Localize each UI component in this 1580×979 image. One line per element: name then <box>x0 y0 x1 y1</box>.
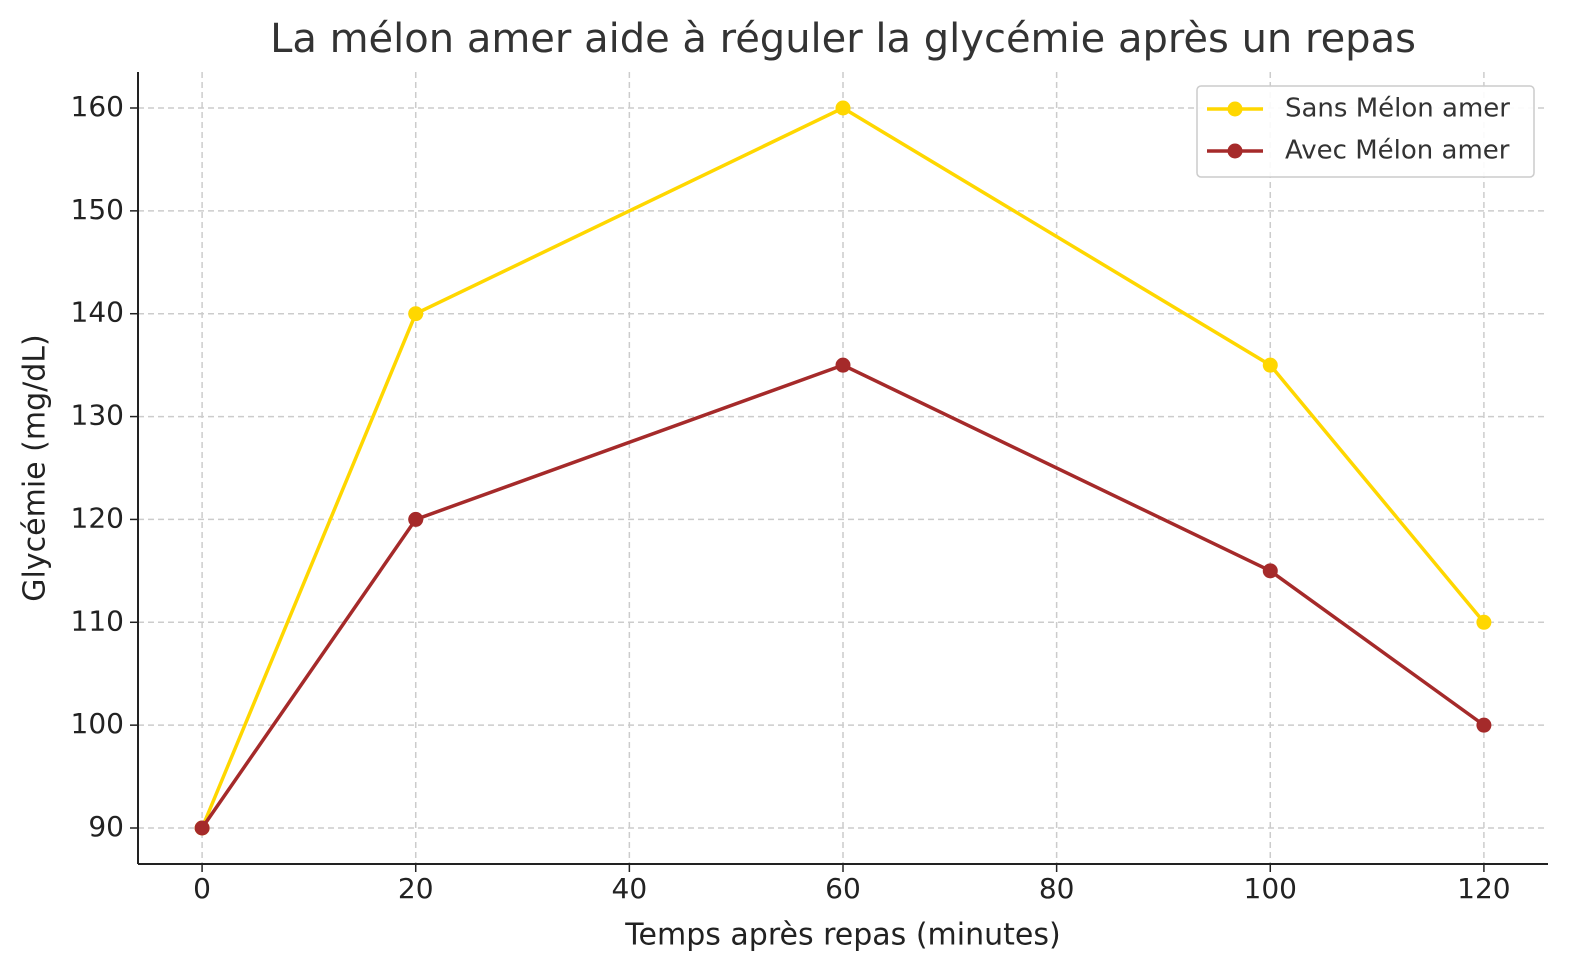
x-tick-label: 40 <box>612 872 648 905</box>
x-tick-label: 100 <box>1244 872 1297 905</box>
y-tick-label: 100 <box>71 707 124 740</box>
y-tick-label: 110 <box>71 604 124 637</box>
y-tick-label: 130 <box>71 399 124 432</box>
data-point <box>835 357 851 373</box>
y-tick-label: 120 <box>71 501 124 534</box>
data-point <box>408 511 424 527</box>
data-point <box>194 820 210 836</box>
x-axis-label: Temps après repas (minutes) <box>624 918 1060 953</box>
data-point <box>1262 357 1278 373</box>
x-tick-label: 60 <box>825 872 861 905</box>
legend-label: Avec Mélon amer <box>1285 136 1510 166</box>
data-point <box>1476 614 1492 630</box>
y-tick-label: 140 <box>71 296 124 329</box>
legend-label: Sans Mélon amer <box>1285 94 1510 124</box>
chart-title: La mélon amer aide à réguler la glycémie… <box>270 16 1416 62</box>
data-point <box>408 306 424 322</box>
data-point <box>835 100 851 116</box>
y-tick-label: 150 <box>71 193 124 226</box>
y-tick-label: 160 <box>71 90 124 123</box>
legend-box <box>1196 85 1535 178</box>
x-tick-label: 0 <box>193 872 211 905</box>
legend-marker <box>1227 101 1243 117</box>
x-tick-label: 20 <box>398 872 434 905</box>
data-point <box>1262 563 1278 579</box>
x-tick-label: 120 <box>1457 872 1510 905</box>
data-point <box>1476 717 1492 733</box>
y-tick-label: 90 <box>88 810 124 843</box>
x-tick-label: 80 <box>1039 872 1075 905</box>
legend-marker <box>1227 143 1243 159</box>
y-axis-label: Glycémie (mg/dL) <box>18 334 53 601</box>
